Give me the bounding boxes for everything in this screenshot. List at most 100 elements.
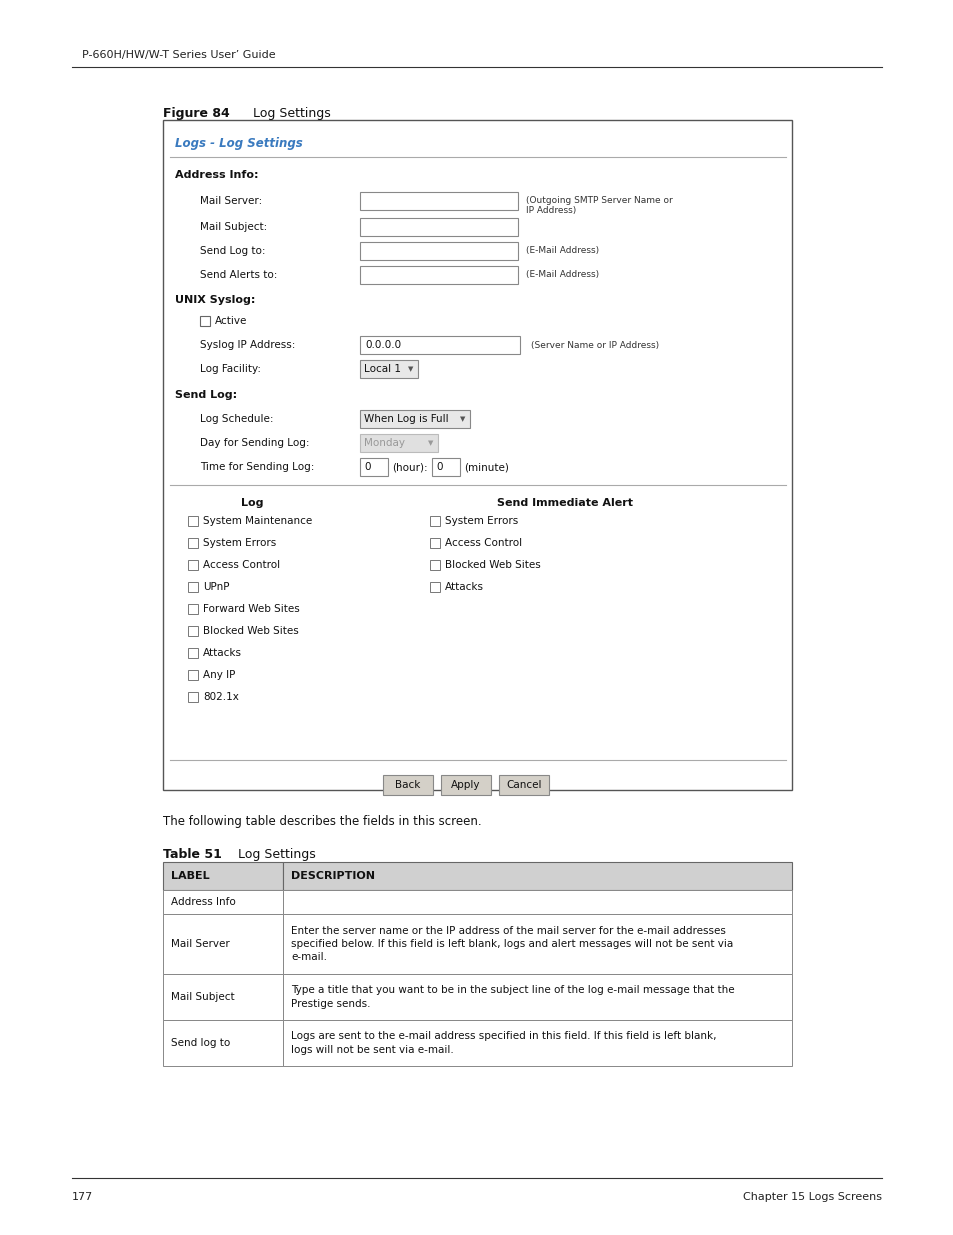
Text: Attacks: Attacks	[203, 648, 242, 658]
Bar	[163, 862, 283, 890]
Text: Send log to: Send log to	[171, 1037, 230, 1049]
Text: Send Alerts to:: Send Alerts to:	[200, 270, 277, 280]
Text: Attacks: Attacks	[444, 582, 483, 592]
Text: (E-Mail Address): (E-Mail Address)	[525, 247, 598, 256]
Text: Log Settings: Log Settings	[230, 848, 315, 861]
Bar	[430, 538, 439, 548]
Bar	[430, 582, 439, 592]
Text: Mail Server: Mail Server	[171, 939, 230, 948]
Bar	[283, 914, 791, 974]
Bar	[359, 191, 517, 210]
Bar	[430, 516, 439, 526]
Text: (Server Name or IP Address): (Server Name or IP Address)	[531, 341, 659, 350]
Bar	[283, 890, 791, 914]
Text: Logs - Log Settings: Logs - Log Settings	[174, 137, 302, 149]
Text: Log Schedule:: Log Schedule:	[200, 414, 274, 424]
Bar	[163, 974, 283, 1020]
Text: Table 51: Table 51	[163, 848, 222, 861]
Bar	[163, 1020, 283, 1066]
Bar	[359, 410, 470, 429]
Text: Log Settings: Log Settings	[245, 107, 331, 120]
Text: UNIX Syslog:: UNIX Syslog:	[174, 295, 255, 305]
Bar	[188, 626, 198, 636]
Text: (E-Mail Address): (E-Mail Address)	[525, 270, 598, 279]
Text: UPnP: UPnP	[203, 582, 230, 592]
Text: Day for Sending Log:: Day for Sending Log:	[200, 438, 309, 448]
Text: Log Facility:: Log Facility:	[200, 364, 261, 374]
Bar	[359, 336, 519, 354]
Bar	[200, 316, 210, 326]
Text: LABEL: LABEL	[171, 871, 210, 881]
Text: ▼: ▼	[459, 416, 465, 422]
Text: Apply: Apply	[451, 781, 480, 790]
Text: Syslog IP Address:: Syslog IP Address:	[200, 340, 295, 350]
Text: (minute): (minute)	[463, 462, 508, 472]
Bar	[359, 219, 517, 236]
Text: Cancel: Cancel	[506, 781, 541, 790]
Bar	[430, 559, 439, 571]
Text: Monday: Monday	[364, 438, 405, 448]
Bar	[163, 914, 283, 974]
Bar	[382, 776, 433, 795]
Text: Access Control: Access Control	[203, 559, 280, 571]
Bar	[188, 604, 198, 614]
Text: System Errors: System Errors	[444, 516, 517, 526]
Bar	[163, 890, 283, 914]
Text: Send Immediate Alert: Send Immediate Alert	[497, 498, 633, 508]
Text: System Errors: System Errors	[203, 538, 276, 548]
Text: Enter the server name or the IP address of the mail server for the e-mail addres: Enter the server name or the IP address …	[291, 926, 733, 962]
Text: Address Info: Address Info	[171, 897, 235, 906]
Text: Figure 84: Figure 84	[163, 107, 230, 120]
Bar	[163, 120, 791, 790]
Text: Mail Server:: Mail Server:	[200, 196, 262, 206]
Text: Any IP: Any IP	[203, 671, 235, 680]
Bar	[359, 242, 517, 261]
Text: Access Control: Access Control	[444, 538, 521, 548]
Bar	[498, 776, 548, 795]
Text: Active: Active	[214, 316, 247, 326]
Text: 0.0.0.0: 0.0.0.0	[365, 340, 400, 350]
Text: Address Info:: Address Info:	[174, 170, 258, 180]
Bar	[188, 671, 198, 680]
Text: The following table describes the fields in this screen.: The following table describes the fields…	[163, 815, 481, 827]
Bar	[188, 516, 198, 526]
Text: 177: 177	[71, 1192, 93, 1202]
Text: Logs are sent to the e-mail address specified in this field. If this field is le: Logs are sent to the e-mail address spec…	[291, 1031, 716, 1055]
Text: Mail Subject: Mail Subject	[171, 992, 234, 1002]
Text: ▼: ▼	[428, 440, 433, 446]
Bar	[432, 458, 459, 475]
Text: Log: Log	[240, 498, 263, 508]
Bar	[283, 1020, 791, 1066]
Bar	[188, 559, 198, 571]
Bar	[283, 974, 791, 1020]
Text: 802.1x: 802.1x	[203, 692, 238, 701]
Bar	[359, 266, 517, 284]
Bar	[359, 458, 388, 475]
Text: Mail Subject:: Mail Subject:	[200, 222, 267, 232]
Text: 0: 0	[436, 462, 442, 472]
Text: When Log is Full: When Log is Full	[364, 414, 448, 424]
Bar	[359, 359, 417, 378]
Bar	[188, 582, 198, 592]
Text: Local 1: Local 1	[364, 364, 400, 374]
Text: Time for Sending Log:: Time for Sending Log:	[200, 462, 314, 472]
Text: Send Log to:: Send Log to:	[200, 246, 265, 256]
Text: Forward Web Sites: Forward Web Sites	[203, 604, 299, 614]
Text: System Maintenance: System Maintenance	[203, 516, 312, 526]
Text: Send Log:: Send Log:	[174, 390, 237, 400]
Bar	[188, 648, 198, 658]
Text: Type a title that you want to be in the subject line of the log e-mail message t: Type a title that you want to be in the …	[291, 986, 734, 1009]
Text: P-660H/HW/W-T Series User’ Guide: P-660H/HW/W-T Series User’ Guide	[82, 49, 275, 61]
Bar	[188, 692, 198, 701]
Text: 0: 0	[364, 462, 370, 472]
Text: Back: Back	[395, 781, 420, 790]
Bar	[188, 538, 198, 548]
Bar	[440, 776, 491, 795]
Text: ▼: ▼	[408, 366, 413, 372]
Bar	[359, 433, 437, 452]
Text: Chapter 15 Logs Screens: Chapter 15 Logs Screens	[742, 1192, 882, 1202]
Bar	[283, 862, 791, 890]
Text: (Outgoing SMTP Server Name or
IP Address): (Outgoing SMTP Server Name or IP Address…	[525, 196, 672, 215]
Text: DESCRIPTION: DESCRIPTION	[291, 871, 375, 881]
Text: (hour):: (hour):	[392, 462, 427, 472]
